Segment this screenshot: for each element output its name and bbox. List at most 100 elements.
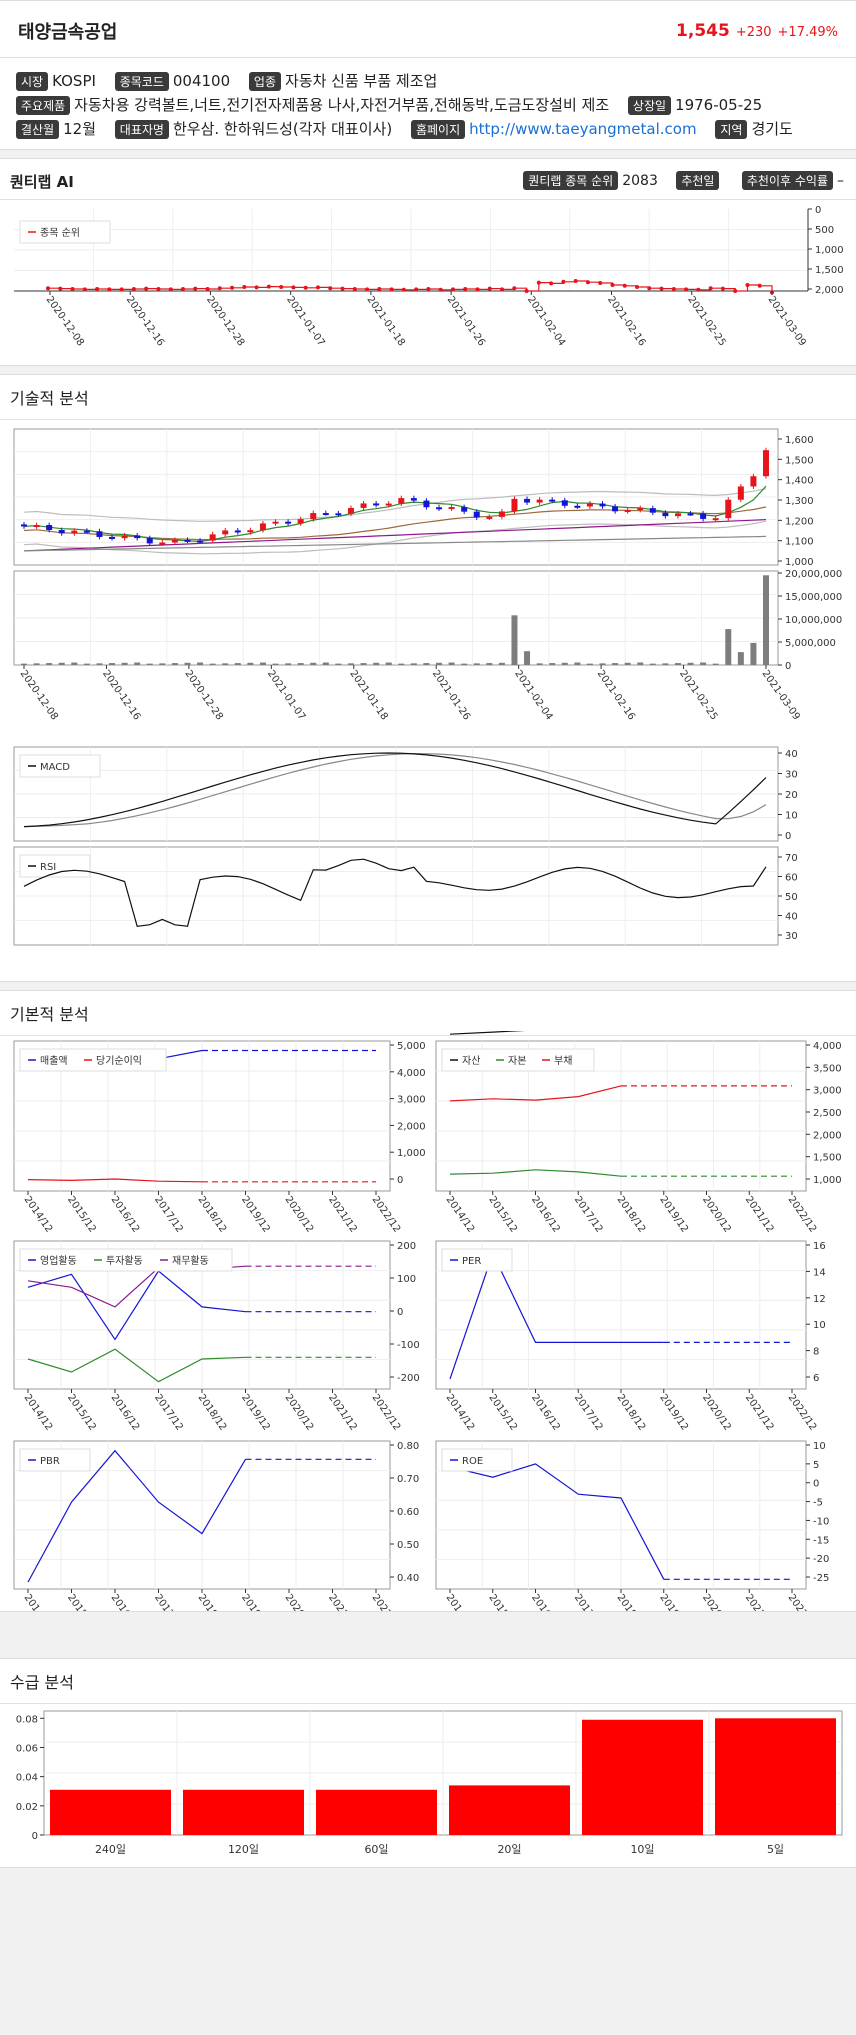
tech-x-tick-label: 2020-12-16 bbox=[100, 668, 142, 722]
candle-body bbox=[586, 503, 593, 507]
tech-x-tick-label: 2021-02-04 bbox=[512, 668, 554, 722]
fund-c5-legend-label: PBR bbox=[40, 1456, 60, 1467]
quantilab-stats: 퀀티랩 종목 순위 2083 추천일 추천이후 수익률 – bbox=[523, 171, 844, 190]
quantilab-x-tick-label: 2021-01-07 bbox=[284, 294, 326, 348]
volume-bar bbox=[486, 663, 493, 665]
fund-c6-x-tick-label: 2014/12 bbox=[444, 1592, 477, 1611]
candle-body bbox=[297, 519, 304, 524]
candle-body bbox=[473, 511, 480, 518]
fund-c1-y-tick-label: 4,000 bbox=[397, 1068, 426, 1079]
products-value: 자동차용 강력볼트,너트,전기전자제품용 나사,자전거부품,전해동박,도금도장설… bbox=[74, 96, 610, 114]
fund-c3-x-tick-label: 2018/12 bbox=[196, 1392, 229, 1432]
rank-value: 2083 bbox=[622, 173, 658, 189]
quantilab-y-tick-label: 1,500 bbox=[815, 265, 844, 276]
quantilab-rank-point bbox=[720, 286, 725, 291]
fund-c5-legend-box bbox=[19, 1448, 91, 1472]
fund-c3-series-line bbox=[27, 1348, 246, 1383]
quantilab-rank-point bbox=[340, 286, 345, 291]
rsi-y-tick-label: 50 bbox=[785, 892, 798, 903]
quantilab-rank-point bbox=[610, 283, 615, 287]
supply-y-tick-label: 0.02 bbox=[16, 1802, 38, 1813]
fund-c1-x-tick-label: 2021/12 bbox=[326, 1194, 359, 1234]
fund-c4-x-tick-label: 2018/12 bbox=[615, 1392, 648, 1432]
candle-body bbox=[574, 505, 581, 508]
quantilab-rank-point bbox=[438, 287, 443, 292]
volume-bar bbox=[373, 662, 380, 665]
candle-body bbox=[134, 535, 141, 539]
fund-c4-y-tick-label: 14 bbox=[813, 1267, 826, 1278]
fund-c6-y-tick-label: 5 bbox=[813, 1460, 819, 1471]
quantilab-x-tick-label: 2021-01-26 bbox=[445, 294, 487, 348]
supply-chart: 0.08 0.06 0.04 0.02 0 240일 120일 60일 20일 10일 5일 bbox=[16, 1710, 843, 1856]
fund-c6-x-tick-label: 2018/12 bbox=[615, 1592, 648, 1611]
technical-card: 기술적 분석 1,600 1,500 1,400 1,300 1,200 1,100 1,0… bbox=[0, 374, 856, 982]
fund-c6-x-tick-label: 2022/12 bbox=[786, 1592, 819, 1611]
fund-c6-y-tick-label: 10 bbox=[813, 1441, 826, 1452]
quantilab-rank-point bbox=[561, 279, 566, 284]
quantilab-x-tick-label: 2021-01-18 bbox=[364, 294, 406, 348]
fund-c6-series-line bbox=[449, 1463, 665, 1580]
fund-c4-y-tick-label: 8 bbox=[813, 1347, 819, 1358]
fund-c5-x-tick-label: 2021/12 bbox=[326, 1592, 359, 1611]
homepage-link[interactable]: http://www.taeyangmetal.com bbox=[469, 120, 697, 138]
fund-c2-legend-label: 자산 bbox=[462, 1055, 480, 1067]
fund-c3-legend-label: 영업활동 bbox=[40, 1254, 77, 1267]
info-row-2: 주요제품 자동차용 강력볼트,너트,전기전자제품용 나사,자전거부품,전해동박,도… bbox=[16, 94, 762, 115]
fund-c2-series-line bbox=[449, 1169, 622, 1177]
tech-x-tick-label: 2020-12-28 bbox=[182, 668, 224, 722]
tech-x-tick-label: 2021-01-26 bbox=[430, 668, 472, 722]
fundamental-card: 기본적 분석 5,000 4,000 3,000 2,000 1,000 0 매출액 당기순이… bbox=[0, 990, 856, 1612]
supply-title: 수급 분석 bbox=[10, 1673, 74, 1692]
fund-c3-y-tick-label: 0 bbox=[397, 1307, 403, 1318]
quantilab-title: 퀀티랩 AI bbox=[10, 173, 74, 191]
price-y-tick-label: 1,500 bbox=[785, 455, 814, 466]
candle-body bbox=[322, 513, 329, 516]
quantilab-y-tick-label: 2,000 bbox=[815, 285, 844, 296]
candle-body bbox=[121, 535, 128, 539]
candle-body bbox=[624, 509, 631, 512]
tech-x-tick-label: 2020-12-08 bbox=[18, 668, 60, 722]
quantilab-rank-point bbox=[70, 287, 75, 291]
rank-tag: 퀀티랩 종목 순위 bbox=[523, 171, 619, 190]
volume-bar bbox=[109, 663, 116, 665]
fund-c6-y-tick-label: -5 bbox=[813, 1498, 823, 1509]
candle-body bbox=[159, 542, 166, 545]
volume-bar bbox=[712, 663, 719, 665]
technical-chart: 1,600 1,500 1,400 1,300 1,200 1,100 1,00020,00… bbox=[13, 428, 842, 946]
volume-bar bbox=[171, 663, 178, 665]
supply-bar bbox=[50, 1789, 171, 1835]
fund-c1-y-tick-label: 1,000 bbox=[397, 1148, 426, 1159]
quantilab-rank-point bbox=[315, 285, 320, 290]
volume-bar bbox=[33, 663, 40, 665]
quantilab-rank-point bbox=[733, 289, 738, 293]
fundamental-charts: 5,000 4,000 3,000 2,000 1,000 0 매출액 당기순이익 2014/1… bbox=[13, 1031, 842, 1611]
macd-signal-line bbox=[23, 752, 767, 828]
volume-bar bbox=[222, 663, 229, 665]
quantilab-y-tick-label: 500 bbox=[815, 225, 834, 236]
candle-body bbox=[737, 486, 744, 500]
candle-body bbox=[524, 498, 531, 503]
tech-x-tick-label: 2021-02-25 bbox=[677, 668, 719, 722]
supply-card: 수급 분석 0.08 0.06 0.04 0.02 0 240일 120일 60일 20일 10일… bbox=[0, 1658, 856, 1868]
volume-bar bbox=[360, 663, 367, 665]
quantilab-rank-point bbox=[647, 286, 652, 291]
fund-c4-x-tick-label: 2017/12 bbox=[572, 1392, 605, 1432]
quantilab-rank-point bbox=[365, 287, 370, 292]
volume-bar bbox=[209, 663, 216, 665]
candle-body bbox=[33, 525, 40, 528]
candle-body bbox=[197, 540, 204, 543]
candle-body bbox=[599, 503, 606, 507]
candle-body bbox=[687, 513, 694, 516]
supply-y-tick-label: 0 bbox=[32, 1831, 38, 1842]
quantilab-rank-point bbox=[119, 287, 124, 292]
fund-c3-legend-label: 재무활동 bbox=[172, 1254, 209, 1267]
fund-c4-legend-label: PER bbox=[462, 1256, 481, 1267]
fund-c5-x-tick-label: 2015/12 bbox=[65, 1592, 98, 1611]
fund-c3-x-tick-label: 2019/12 bbox=[239, 1392, 272, 1432]
candle-body bbox=[423, 500, 430, 508]
fund-c1-y-tick-label: 5,000 bbox=[397, 1041, 426, 1052]
industry-value: 자동차 신품 부품 제조업 bbox=[285, 72, 438, 90]
quantilab-rank-point bbox=[585, 280, 590, 285]
quantilab-rank-point bbox=[512, 286, 517, 291]
info-card: 시장 KOSPI 종목코드 004100 업종 자동차 신품 부품 제조업 주요제품 자… bbox=[0, 58, 856, 150]
